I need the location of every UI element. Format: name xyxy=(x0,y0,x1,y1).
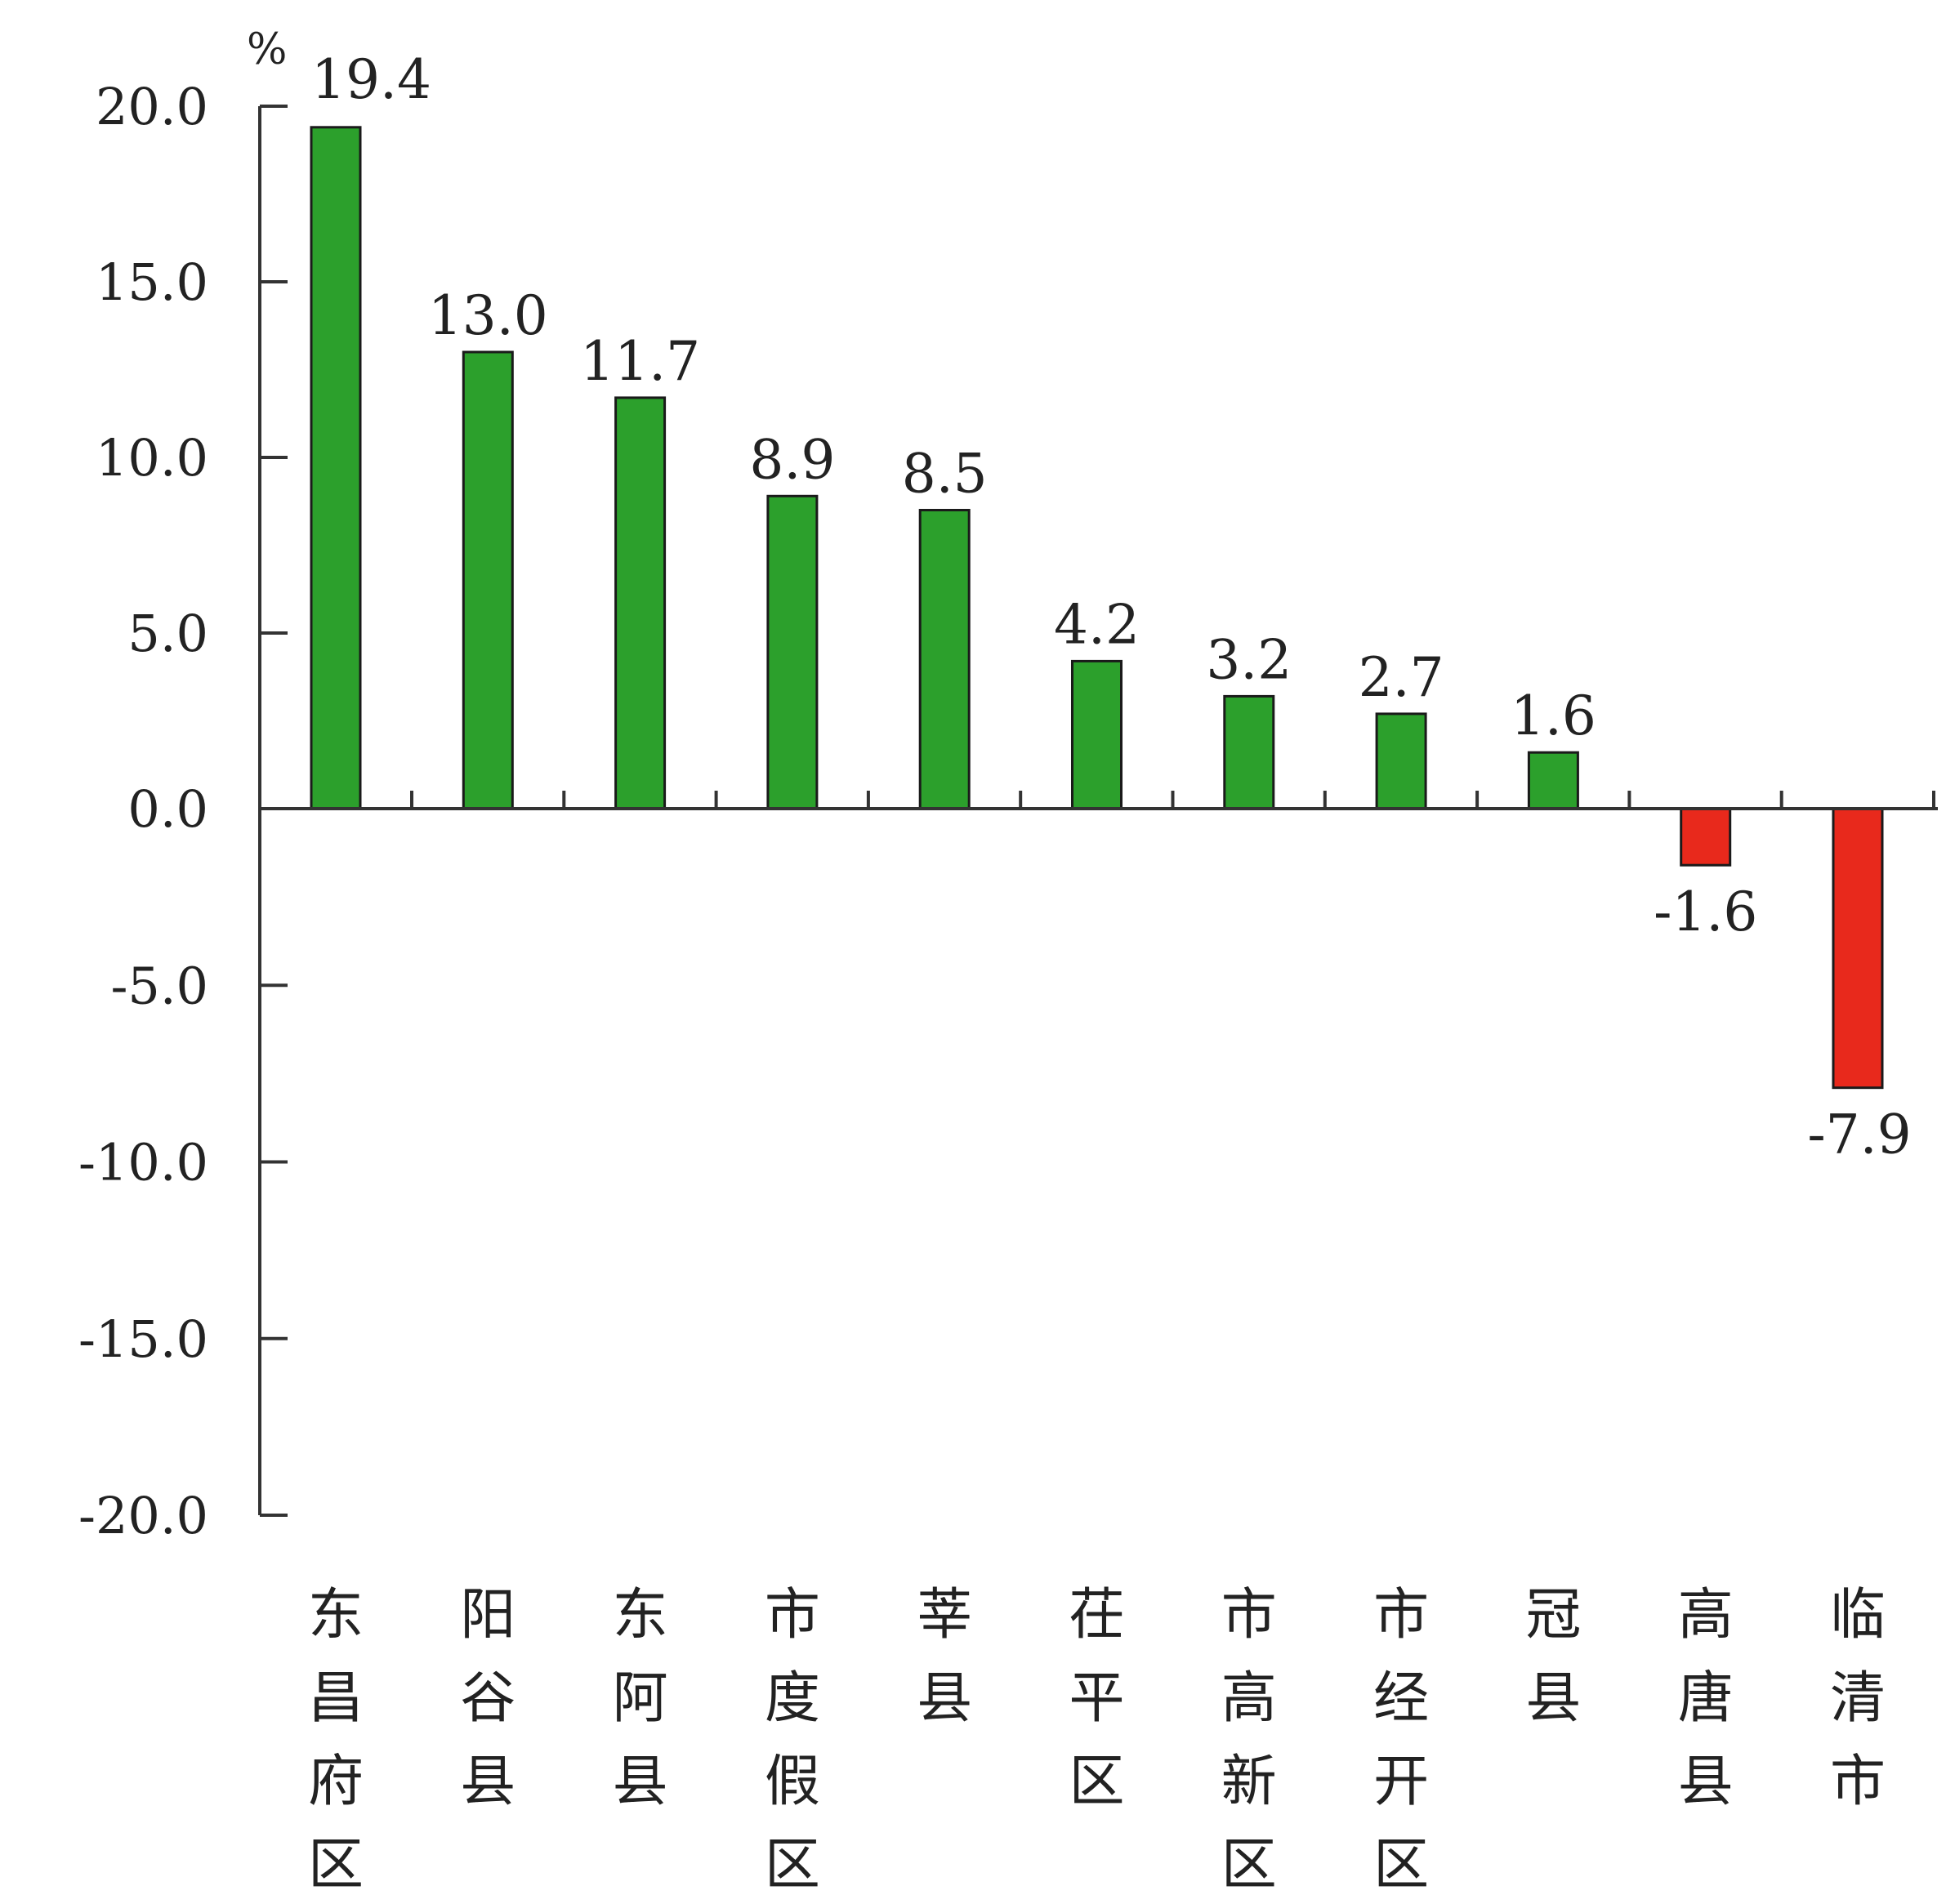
bar xyxy=(918,509,971,810)
data-label: 8.5 xyxy=(902,443,988,506)
data-label: 2.7 xyxy=(1359,646,1444,709)
y-tick-label: -10.0 xyxy=(78,1133,208,1193)
bar xyxy=(1071,659,1123,810)
data-label: 19.4 xyxy=(311,48,431,111)
y-tick-label: 15.0 xyxy=(96,252,208,312)
labels-group: 20.0 15.0 10.0 5.0 0.0 -5.0 -10.0 -15.0 -20.0% 19… xyxy=(78,25,1912,1897)
bar xyxy=(614,396,667,810)
bar xyxy=(462,350,514,810)
category-label: 阳谷县 xyxy=(460,1583,516,1814)
category-label: 东阿县 xyxy=(613,1583,668,1814)
data-label: -7.9 xyxy=(1807,1104,1911,1166)
y-tick-label: 5.0 xyxy=(127,604,208,663)
bar xyxy=(1680,807,1732,867)
bar xyxy=(1527,751,1579,810)
y-tick-label: 0.0 xyxy=(127,779,208,839)
bar xyxy=(766,494,819,810)
data-label: 8.9 xyxy=(749,428,835,491)
category-label: 临清市 xyxy=(1830,1583,1886,1814)
axes-group xyxy=(258,105,1938,1517)
category-label: 市度假区 xyxy=(765,1583,820,1897)
bar xyxy=(1223,694,1275,810)
data-label: 1.6 xyxy=(1511,684,1596,747)
category-label: 冠县 xyxy=(1525,1583,1581,1731)
bars-group xyxy=(310,126,1884,1090)
y-tick-label: -5.0 xyxy=(110,956,208,1015)
y-tick-label: -15.0 xyxy=(78,1309,208,1369)
category-label: 高唐县 xyxy=(1678,1583,1734,1814)
data-label: 13.0 xyxy=(428,284,548,347)
category-label: 茌平区 xyxy=(1069,1583,1124,1814)
data-label: 3.2 xyxy=(1206,628,1292,691)
bar xyxy=(310,126,362,810)
category-label: 市高新区 xyxy=(1221,1583,1277,1897)
data-label: -1.6 xyxy=(1654,881,1757,943)
y-unit-label: % xyxy=(247,25,287,74)
y-tick-label: 10.0 xyxy=(96,428,208,488)
category-label: 莘县 xyxy=(917,1583,972,1731)
data-label: 11.7 xyxy=(580,330,700,393)
y-tick-label: -20.0 xyxy=(78,1486,208,1545)
data-label: 4.2 xyxy=(1054,593,1140,656)
bar xyxy=(1832,807,1884,1090)
category-label: 市经开区 xyxy=(1373,1583,1429,1897)
y-tick-label: 20.0 xyxy=(96,77,208,136)
category-label: 东昌府区 xyxy=(308,1583,364,1897)
bar xyxy=(1375,712,1427,810)
